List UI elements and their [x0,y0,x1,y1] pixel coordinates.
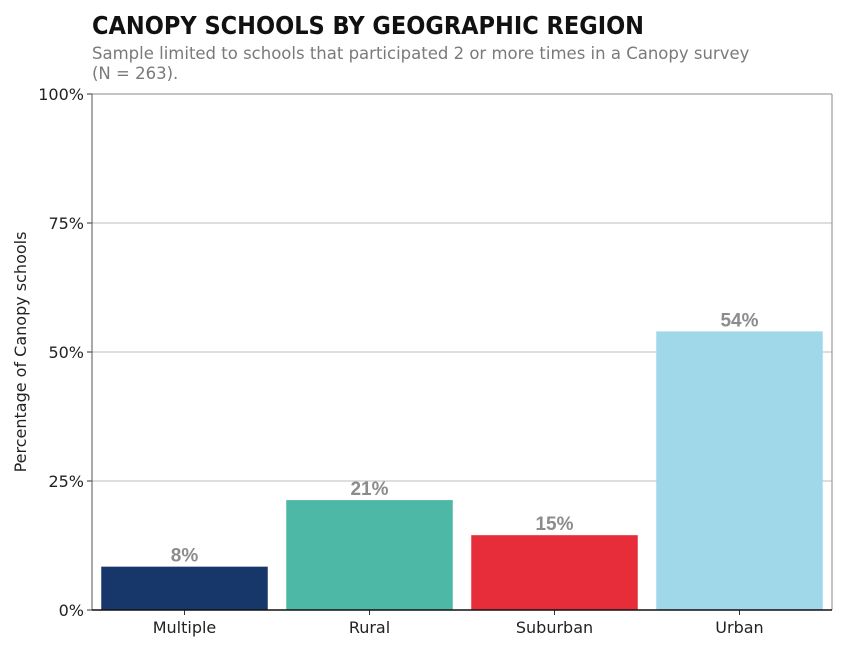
x-tick-label: Urban [715,618,763,637]
chart-subtitle-line-2: (N = 263). [92,64,178,83]
data-label-multiple: 8% [171,546,199,567]
y-tick-label: 100% [38,85,84,104]
bar-urban [656,331,823,610]
y-tick-label: 0% [59,601,84,620]
bar-rural [286,500,453,610]
bar-suburban [471,535,638,610]
bars [101,331,823,610]
y-tick-label: 25% [48,472,84,491]
x-tick-label: Rural [349,618,390,637]
x-tick-label: Suburban [516,618,593,637]
data-label-urban: 54% [720,310,758,331]
y-tick-label: 50% [48,343,84,362]
chart-title: CANOPY SCHOOLS BY GEOGRAPHIC REGION [92,11,644,40]
y-axis-label: Percentage of Canopy schools [11,232,30,473]
chart-subtitle-line-1: Sample limited to schools that participa… [92,44,750,63]
data-label-suburban: 15% [535,514,573,535]
y-tick-label: 75% [48,214,84,233]
data-label-rural: 21% [350,479,388,500]
bar-multiple [101,566,268,610]
axes: 0% 25% 50% 75% 100% Multiple Rural Suburban Urba… [38,85,833,637]
x-tick-label: Multiple [153,618,217,637]
data-labels: 8% 21% 15% 54% [171,310,759,566]
